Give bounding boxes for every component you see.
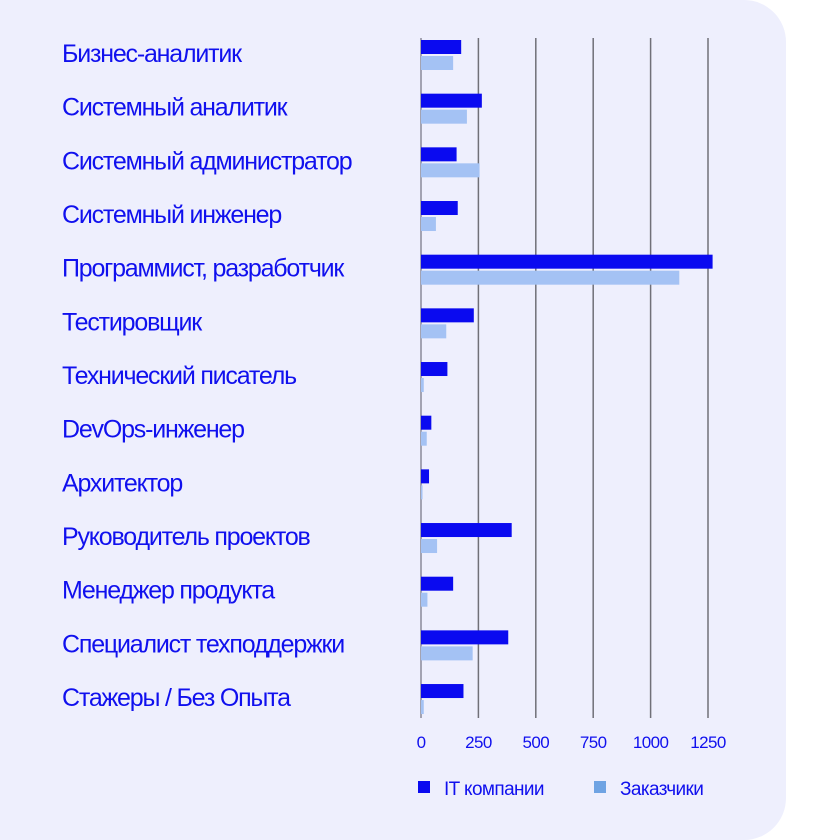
x-tick-label: 0 [417, 733, 426, 752]
x-tick-label: 500 [523, 733, 550, 752]
legend-swatch [418, 781, 430, 793]
bar-clients [421, 646, 473, 661]
category-label: Системный администратор [62, 147, 352, 175]
bar-it-companies [421, 254, 713, 269]
category-label: DevOps-инженер [62, 416, 244, 444]
bars [421, 40, 713, 715]
category-labels: Бизнес-аналитик Системный аналитик Системн… [62, 40, 353, 712]
category-label: Менеджер продукта [62, 577, 275, 605]
category-label: Специалист техподдержки [62, 630, 344, 658]
category-label: Программист, разработчик [62, 255, 345, 283]
gridlines [420, 38, 709, 718]
bar-clients [421, 539, 438, 554]
bar-clients [421, 163, 480, 178]
bar-it-companies [421, 40, 462, 54]
category-label: Руководитель проектов [62, 523, 311, 551]
bar-clients [421, 217, 436, 232]
bar-clients [421, 592, 428, 607]
bar-clients [421, 700, 424, 715]
category-label: Тестировщик [62, 308, 203, 336]
x-tick-label: 1250 [690, 733, 726, 752]
x-tick-label: 250 [465, 733, 492, 752]
bar-clients [421, 431, 427, 446]
bar-clients [421, 324, 447, 339]
chart-card [0, 0, 786, 840]
category-label: Архитектор [62, 469, 182, 497]
category-label: Бизнес-аналитик [62, 40, 243, 68]
bar-it-companies [421, 308, 474, 323]
legend-label: IT компании [444, 779, 544, 800]
bar-it-companies [421, 147, 457, 162]
bar-clients [421, 270, 680, 285]
bar-it-companies [421, 201, 458, 216]
category-label: Системный инженер [62, 201, 281, 229]
bar-it-companies [421, 469, 430, 484]
x-tick-label: 1000 [633, 733, 669, 752]
legend: IT компании Заказчики [418, 779, 704, 800]
bar-it-companies [421, 684, 464, 699]
bar-clients [421, 378, 424, 393]
x-axis-ticks: 0 250 500 750 1000 1250 [417, 733, 727, 752]
category-label: Стажеры / Без Опыта [62, 684, 291, 712]
category-label: Технический писатель [62, 362, 296, 390]
bar-it-companies [421, 576, 454, 591]
bar-clients [421, 56, 454, 70]
bar-it-companies [421, 630, 509, 645]
x-tick-label: 750 [580, 733, 607, 752]
bar-it-companies [421, 523, 512, 538]
bar-it-companies [421, 362, 448, 377]
bar-it-companies [421, 415, 432, 430]
bar-clients [421, 109, 467, 124]
bar-it-companies [421, 93, 482, 108]
bar-clients [421, 485, 423, 500]
category-label: Системный аналитик [62, 94, 289, 122]
legend-swatch [594, 781, 606, 793]
legend-label: Заказчики [620, 779, 703, 800]
